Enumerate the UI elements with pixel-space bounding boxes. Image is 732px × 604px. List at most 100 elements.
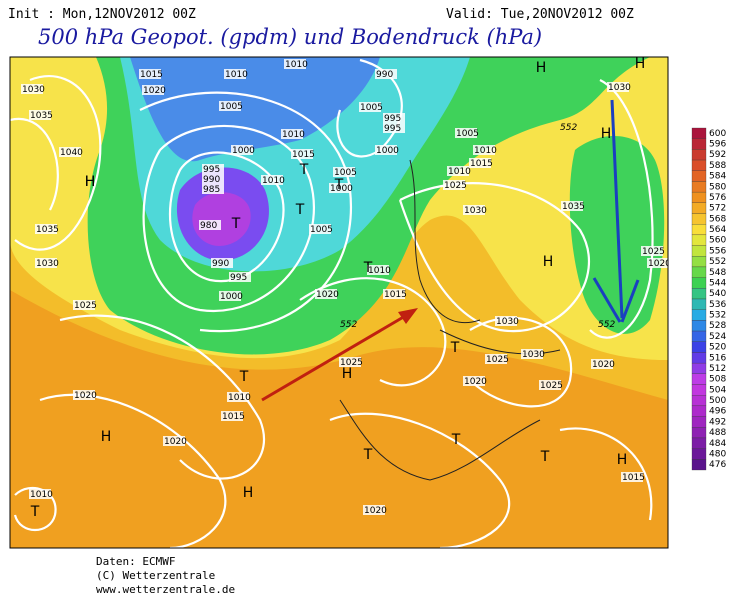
colorbar-swatch <box>691 437 707 449</box>
label-bg <box>291 149 313 159</box>
isobar-label: 1000 <box>330 184 353 194</box>
pressure-center: T <box>231 216 241 232</box>
label-bg <box>591 359 613 369</box>
label-bg <box>383 289 405 299</box>
isobar-label: 1020 <box>364 506 387 516</box>
label-bg <box>202 164 224 174</box>
pressure-center: T <box>334 177 344 193</box>
isobar-label: 1035 <box>30 111 53 121</box>
label-bg <box>621 472 643 482</box>
colorbar-swatch <box>691 234 707 246</box>
label-bg <box>333 167 355 177</box>
pressure-center: T <box>299 162 309 178</box>
height-label: 552 <box>598 320 615 330</box>
isobar-label: 1035 <box>36 225 59 235</box>
pressure-center: T <box>540 449 550 465</box>
label-bg <box>315 289 337 299</box>
label-bg <box>495 316 517 326</box>
isobar-label: 1000 <box>220 292 243 302</box>
colorbar-label: 572 <box>709 204 726 214</box>
isobar-label: 1020 <box>143 86 166 96</box>
isobar-label: 1030 <box>22 85 45 95</box>
pressure-center: H <box>243 485 254 501</box>
colorbar-label: 504 <box>709 385 726 395</box>
label-bg <box>647 258 668 268</box>
isobar-label: 1030 <box>522 350 545 360</box>
colorbar-label: 536 <box>709 300 726 310</box>
isobar-label: 1020 <box>164 437 187 447</box>
colorbar-label: 588 <box>709 161 726 171</box>
colorbar-swatch <box>691 256 707 268</box>
label-bg <box>329 183 351 193</box>
colorbar-swatch <box>691 138 707 150</box>
isobar-label: 1035 <box>562 202 585 212</box>
isobar-label: 1015 <box>140 70 163 80</box>
pressure-center: H <box>536 60 547 76</box>
colorbar-swatch <box>691 427 707 439</box>
label-bg <box>219 101 241 111</box>
isobar-label: 1040 <box>60 148 83 158</box>
label-bg <box>463 376 485 386</box>
isobar-label: 1010 <box>228 393 251 403</box>
label-bg <box>339 357 361 367</box>
label-bg <box>202 184 224 194</box>
label-bg <box>227 392 249 402</box>
isobar-label: 1030 <box>36 259 59 269</box>
label-bg <box>455 128 477 138</box>
label-bg <box>163 436 185 446</box>
isobar-label: 995 <box>230 273 247 283</box>
isobar-label: 980 <box>200 221 217 231</box>
isobar-label: 1015 <box>222 412 245 422</box>
colorbar-label: 584 <box>709 172 726 182</box>
isobar-label: 1005 <box>220 102 243 112</box>
colorbar-swatch <box>691 149 707 161</box>
isobar-label: 1010 <box>448 167 471 177</box>
label-bg <box>309 224 331 234</box>
credit: Daten: ECMWF <box>96 555 175 568</box>
isobar-label: 1005 <box>360 103 383 113</box>
label-bg <box>607 82 629 92</box>
isobar-label: 1000 <box>376 146 399 156</box>
colorbar-label: 596 <box>709 140 726 150</box>
label-bg <box>229 272 251 282</box>
colorbar-label: 548 <box>709 268 726 278</box>
label-bg <box>463 205 485 215</box>
colorbar-swatch <box>691 298 707 310</box>
label-bg <box>142 85 164 95</box>
colorbar-swatch <box>691 309 707 321</box>
colorbar-label: 480 <box>709 449 726 459</box>
label-bg <box>219 291 241 301</box>
label-bg <box>281 129 303 139</box>
colorbar-label: 576 <box>709 193 726 203</box>
label-bg <box>383 123 405 133</box>
height-label: 552 <box>340 320 357 330</box>
map-frame <box>9 56 669 549</box>
colorbar-swatch <box>691 362 707 374</box>
label-bg <box>443 180 465 190</box>
colorbar-label: 512 <box>709 364 726 374</box>
label-bg <box>261 175 283 185</box>
colorbar-swatch <box>691 159 707 171</box>
isobar-label: 1020 <box>592 360 615 370</box>
isobar-label: 990 <box>376 70 393 80</box>
isobar-label: 1010 <box>225 70 248 80</box>
pressure-center: H <box>101 429 112 445</box>
label-bg <box>199 220 221 230</box>
label-bg <box>73 390 95 400</box>
pressure-center: H <box>635 56 646 72</box>
label-bg <box>224 69 246 79</box>
colorbar-swatch <box>691 405 707 417</box>
colorbar-swatch <box>691 202 707 214</box>
isobar-label: 1015 <box>470 159 493 169</box>
isobar-label: 1005 <box>310 225 333 235</box>
colorbar-swatch <box>691 448 707 460</box>
colorbar-swatch <box>691 266 707 278</box>
colorbar-label: 600 <box>709 129 726 139</box>
label-bg <box>473 145 495 155</box>
colorbar-label: 528 <box>709 321 726 331</box>
colorbar-label: 552 <box>709 257 726 267</box>
colorbar-swatch <box>691 191 707 203</box>
isobar-label: 1020 <box>464 377 487 387</box>
isobar-label: 1005 <box>334 168 357 178</box>
label-bg <box>375 69 397 79</box>
